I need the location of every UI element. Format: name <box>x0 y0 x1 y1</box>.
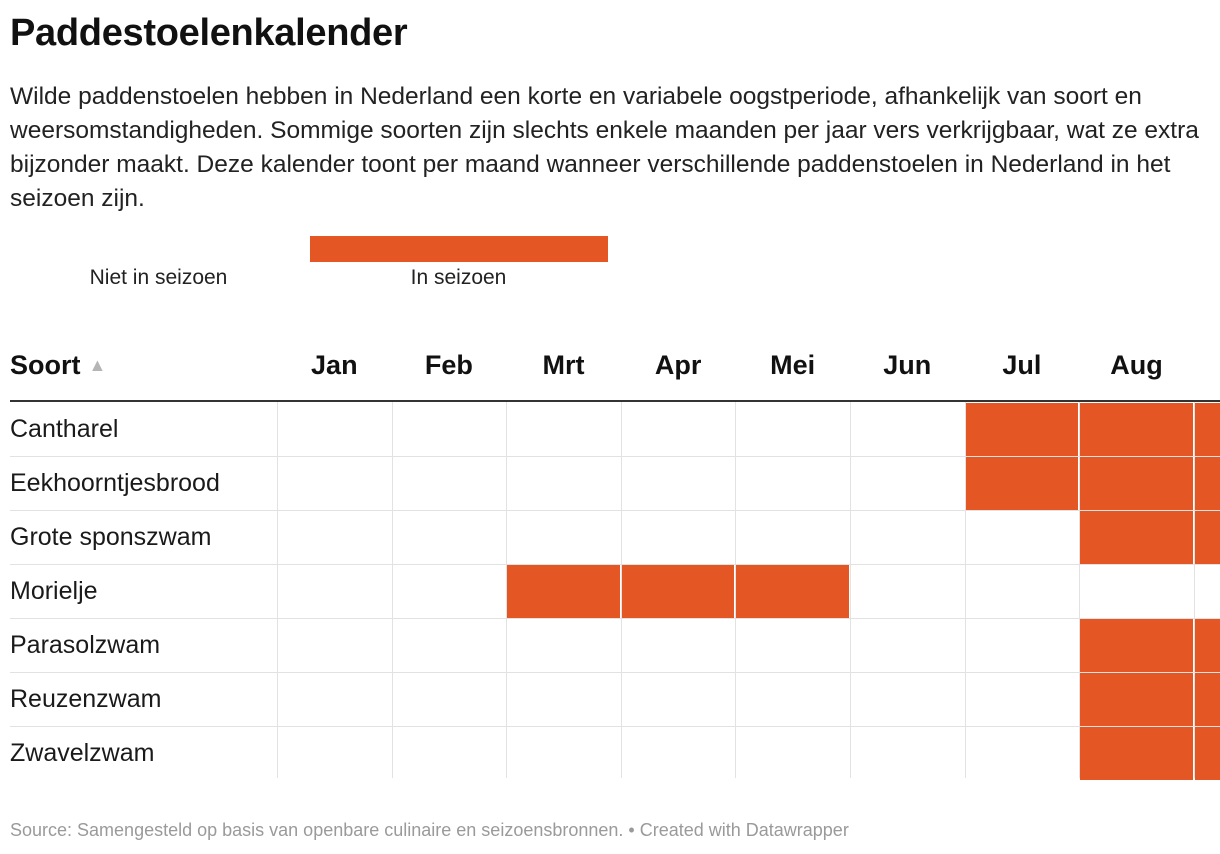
season-cell-eekhoorntjesbrood-aug <box>1080 457 1193 510</box>
season-cell-eekhoorntjesbrood-sep <box>1195 457 1220 510</box>
season-cell-grote-sponszwam-aug <box>1080 511 1193 564</box>
column-separator <box>965 402 966 778</box>
month-header-sep[interactable]: Sep <box>1194 350 1220 382</box>
column-separator <box>1194 402 1195 778</box>
season-cell-reuzenzwam-sep <box>1195 673 1220 726</box>
season-cell-reuzenzwam-aug <box>1080 673 1193 726</box>
column-separator <box>621 402 622 778</box>
season-cell-cantharel-sep <box>1195 403 1220 456</box>
soort-header-label: Soort <box>10 350 81 380</box>
season-cell-zwavelzwam-aug <box>1080 727 1193 780</box>
row-separator <box>10 726 1220 727</box>
season-cell-morielje-mei <box>736 565 849 618</box>
row-label-cantharel: Cantharel <box>10 415 119 443</box>
column-separator <box>277 402 278 778</box>
legend-swatch-in-season <box>310 236 608 262</box>
season-cell-morielje-apr <box>622 565 734 618</box>
season-cell-parasolzwam-sep <box>1195 619 1220 672</box>
season-cell-cantharel-jul <box>966 403 1078 456</box>
month-header-aug[interactable]: Aug <box>1110 350 1163 380</box>
legend-swatch-not-in-season <box>10 236 307 262</box>
row-separator <box>10 618 1220 619</box>
legend-label-in-season: In seizoen <box>410 266 507 289</box>
chart-title: Paddestoelenkalender <box>10 12 408 54</box>
season-cell-eekhoorntjesbrood-jul <box>966 457 1078 510</box>
month-header-jun[interactable]: Jun <box>883 350 932 380</box>
sort-ascending-icon[interactable]: ▲ <box>88 355 107 375</box>
month-header-mei[interactable]: Mei <box>770 350 816 380</box>
month-header-mrt[interactable]: Mrt <box>542 350 585 380</box>
month-header-jan[interactable]: Jan <box>311 350 358 380</box>
column-header-soort[interactable]: Soort ▲ <box>10 350 106 382</box>
chart-description: Wilde paddenstoelen hebben in Nederland … <box>10 83 1199 212</box>
row-label-grote-sponszwam: Grote sponszwam <box>10 523 212 551</box>
header-divider <box>10 400 1220 402</box>
season-cell-morielje-mrt <box>507 565 620 618</box>
row-separator <box>10 672 1220 673</box>
row-label-eekhoorntjesbrood: Eekhoorntjesbrood <box>10 469 220 497</box>
season-calendar-table: Soort ▲ Jan Feb Mrt Apr Mei Jun Jul Aug Sep Cantha… <box>0 330 1220 790</box>
column-separator <box>506 402 507 778</box>
row-separator <box>10 456 1220 457</box>
season-cell-cantharel-aug <box>1080 403 1193 456</box>
column-separator <box>850 402 851 778</box>
season-cell-zwavelzwam-sep <box>1195 727 1220 780</box>
month-header-jul[interactable]: Jul <box>1002 350 1042 380</box>
row-separator <box>10 564 1220 565</box>
row-label-parasolzwam: Parasolzwam <box>10 631 161 659</box>
month-header-feb[interactable]: Feb <box>424 350 473 380</box>
column-separator <box>392 402 393 778</box>
source-note: Source: Samengesteld op basis van openba… <box>10 820 849 840</box>
column-separator <box>1079 402 1080 778</box>
row-label-morielje: Morielje <box>10 577 98 605</box>
season-cell-parasolzwam-aug <box>1080 619 1193 672</box>
row-label-reuzenzwam: Reuzenzwam <box>10 685 162 713</box>
legend-label-not-in-season: Niet in seizoen <box>89 266 228 289</box>
column-separator <box>735 402 736 778</box>
row-label-zwavelzwam: Zwavelzwam <box>10 739 155 767</box>
season-cell-grote-sponszwam-sep <box>1195 511 1220 564</box>
row-separator <box>10 510 1220 511</box>
month-header-apr[interactable]: Apr <box>654 350 702 380</box>
